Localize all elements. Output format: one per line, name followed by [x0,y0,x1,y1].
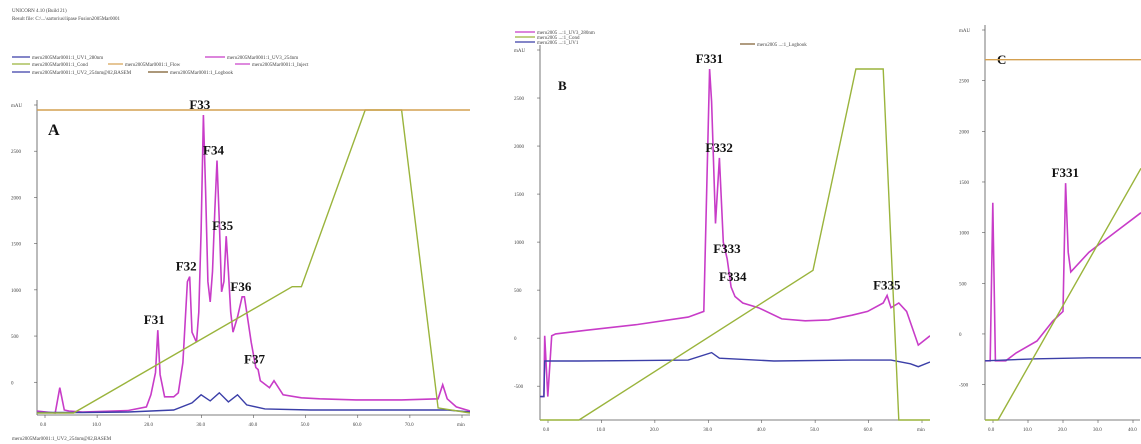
header-line-1: UNICORN 4.10 (Build 21) [12,9,67,14]
peak-label: F333 [713,241,741,256]
peak-label: F331 [696,51,723,66]
header-line-2: Result file: C:\...\sartorius\lipase Fus… [12,17,121,22]
x-tick-label: 40.0 [249,423,258,428]
y-tick-label: 1500 [11,243,22,248]
x-tick-label: 0.0 [543,428,550,433]
x-tick-label: 60.0 [864,428,873,433]
y-tick-label: 1500 [514,193,525,198]
y-tick-label: 1500 [959,181,970,186]
x-tick-label: 50.0 [810,428,819,433]
y-tick-label: 1000 [514,241,525,246]
series-line [985,357,1141,362]
x-tick-label: 70.0 [405,423,414,428]
series-line [540,68,930,398]
legend-a-entry: mero2005Mar0001:1_UV3_254nm [227,56,298,61]
legend-b-entry: mero2005 ...:1_Cond [537,36,580,41]
x-tick-label: 10.0 [92,423,101,428]
x-tick-label: 50.0 [301,423,310,428]
x-tick-label: 30.0 [196,423,205,428]
y-tick-label: -500 [514,385,524,390]
y-tick-label: 500 [514,289,522,294]
y-tick-label: 1000 [11,289,22,294]
x-tick-label: 60.0 [353,423,362,428]
x-tick-label: 20.0 [650,428,659,433]
peak-label: F32 [176,259,197,274]
series-line [540,68,930,421]
y-tick-label: -500 [959,384,969,389]
peak-label: F334 [719,269,747,284]
peak-label: F34 [203,142,224,157]
footer-a: mero2005Mar0001:1_UV2_254nm@02,BASEM [12,437,112,442]
peak-label: F33 [189,97,210,112]
panel-label: A [48,122,60,139]
y-tick-label: mAU [514,49,526,54]
y-tick-label: 0 [959,333,962,338]
panel-a: mAU 2500 2000 1500 1000 500 0 0.0 10.0 20.0 30.0 40… [11,97,470,428]
x-tick-label: 40.0 [757,428,766,433]
panel-b: mAU 2500 2000 1500 1000 500 0 -500 0.0 10.0 20.0 30… [514,45,930,433]
legend-a-entry: mero2005Mar0001:1_Cond [32,63,88,68]
peak-label: F37 [244,352,265,367]
x-tick-label: 20.0 [144,423,153,428]
legend-a: mero2005Mar0001:1_UV1_280nm mero2005Mar0… [12,56,309,76]
x-tick-label: 40.0 [1128,428,1137,433]
series-line [37,109,470,414]
x-tick-label: 10.0 [1023,428,1032,433]
x-tick-label: 10.0 [596,428,605,433]
y-tick-label: 2500 [959,80,970,85]
legend-b-entry: mero2005 ...:1_Logbook [757,43,807,48]
y-tick-label: 2500 [514,97,525,102]
y-tick-label: 2000 [959,130,970,135]
x-tick-label: 30.0 [703,428,712,433]
y-tick-label: 500 [959,282,967,287]
legend-a-entry: mero2005Mar0001:1_UV2_254nm@02,BASEM [32,71,132,76]
x-tick-label: min [917,428,925,433]
peak-label: F36 [230,279,251,294]
peak-label: F331 [1052,165,1079,180]
y-tick-label: mAU [959,29,971,34]
series-line [985,167,1141,421]
series-line [540,351,930,398]
x-tick-label: 0.0 [988,428,995,433]
y-tick-label: 2500 [11,150,22,155]
peak-label: F31 [144,312,165,327]
legend-b-entry: mero2005 ...:1_UV3_280nm [537,31,595,36]
legend-a-entry: mero2005Mar0001:1_UV1_280nm [32,56,103,61]
peak-label: F35 [212,218,233,233]
x-tick-label: 30.0 [1093,428,1102,433]
series-line [985,183,1141,362]
y-tick-label: 500 [11,335,19,340]
series-line [37,114,470,414]
panel-label: B [558,78,567,93]
legend-a-entry: mero2005Mar0001:1_Inject [252,63,309,68]
legend-a-entry: mero2005Mar0001:1_Logbook [170,71,234,76]
series-line [37,391,470,414]
y-tick-label: 0 [11,381,14,386]
x-tick-label: 0.0 [40,423,47,428]
y-tick-label: 2000 [514,145,525,150]
y-tick-label: 1000 [959,232,970,237]
legend-b: mero2005 ...:1_UV3_280nm mero2005 ...:1_… [515,31,807,48]
peak-label: F335 [873,278,901,293]
y-tick-label: mAU [11,104,23,109]
chart-panels: mAU 2500 2000 1500 1000 500 0 0.0 10.0 20.0 30.0 40… [11,25,1141,433]
peak-label: F332 [705,140,732,155]
legend-a-entry: mero2005Mar0001:1_Flow [125,63,181,68]
x-tick-label: 20.0 [1058,428,1067,433]
panel-c: mAU 2500 2000 1500 1000 500 0 -500 0.0 10.0 20.0 30… [959,25,1141,433]
x-tick-label: min [457,423,465,428]
y-tick-label: 0 [514,337,517,342]
legend-b-entry: mero2005 ...:1_UV1 [537,41,579,46]
y-tick-label: 2000 [11,196,22,201]
